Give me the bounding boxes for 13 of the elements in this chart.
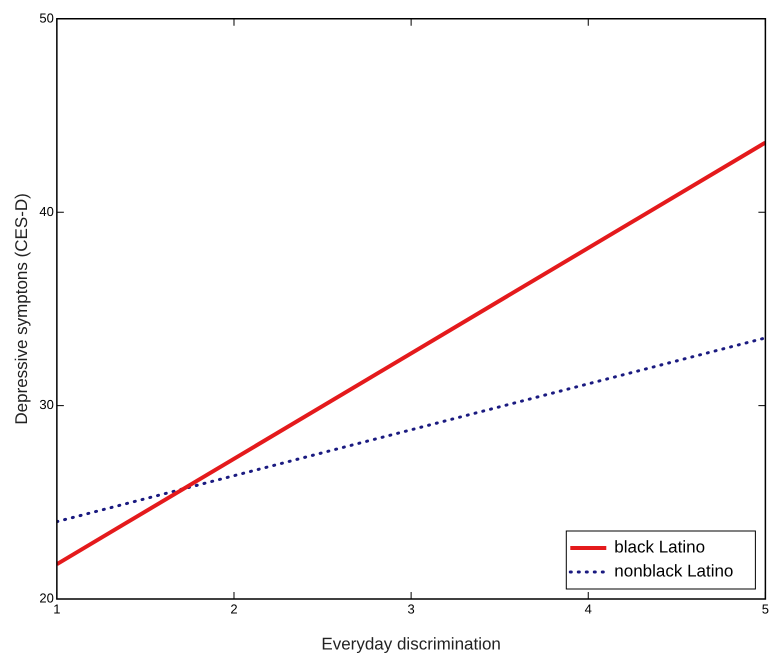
- y-tick-label: 20: [39, 590, 54, 606]
- y-axis-title: Depressive symptons (CES-D): [12, 193, 31, 425]
- y-tick-label: 30: [39, 397, 54, 412]
- x-tick-label: 3: [408, 601, 415, 616]
- x-tick-label: 1: [53, 601, 60, 616]
- x-tick-label: 5: [762, 601, 769, 616]
- x-axis-title: Everyday discrimination: [321, 634, 501, 654]
- y-tick-label: 50: [39, 10, 54, 26]
- x-tick-label: 4: [584, 601, 592, 616]
- x-tick-label: 2: [230, 601, 238, 616]
- legend-label: nonblack Latino: [614, 562, 734, 581]
- y-tick-label: 40: [39, 204, 54, 219]
- legend-label: black Latino: [614, 538, 706, 557]
